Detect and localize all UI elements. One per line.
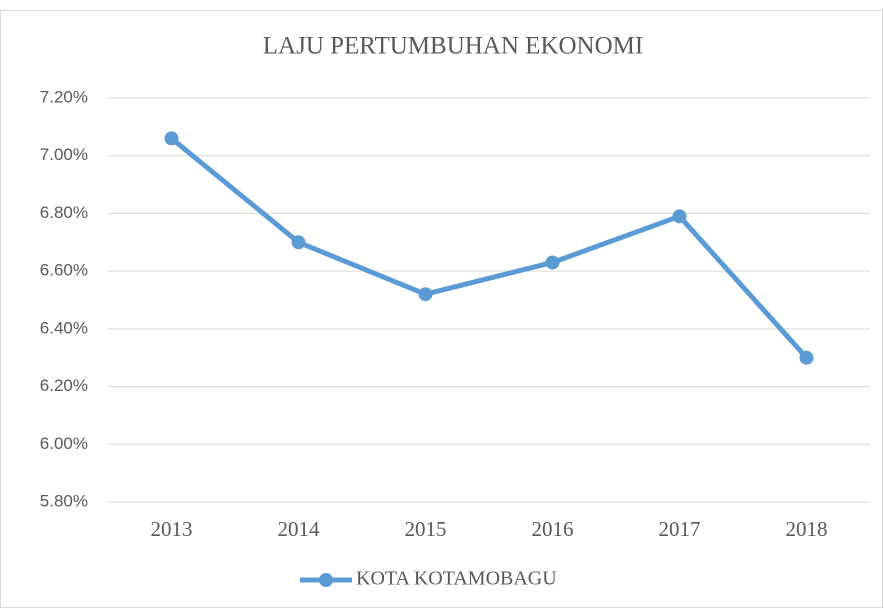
y-tick-label: 6.00%: [40, 434, 88, 453]
data-point: [291, 235, 306, 250]
legend-marker: [319, 573, 333, 587]
x-tick-label: 2017: [659, 517, 701, 541]
x-tick-label: 2014: [278, 517, 321, 541]
series-line: [169, 136, 809, 360]
y-tick-label: 5.80%: [40, 491, 88, 510]
x-tick-label: 2015: [405, 517, 447, 541]
data-point: [799, 350, 814, 365]
y-tick-label: 7.00%: [40, 145, 88, 164]
data-point: [545, 255, 560, 270]
y-tick-label: 6.40%: [40, 318, 88, 337]
x-tick-label: 2018: [786, 517, 828, 541]
x-tick-label: 2013: [151, 517, 193, 541]
data-point: [672, 209, 687, 224]
chart-title: LAJU PERTUMBUHAN EKONOMI: [263, 33, 643, 60]
data-point: [418, 287, 433, 302]
y-tick-label: 7.20%: [40, 87, 88, 106]
y-tick-label: 6.60%: [40, 261, 88, 280]
x-tick-label: 2016: [532, 517, 574, 541]
legend-label: KOTA KOTAMOBAGU: [356, 568, 557, 590]
data-point: [164, 131, 179, 146]
chart-border: [0, 10, 883, 608]
y-tick-label: 6.80%: [40, 203, 88, 222]
y-tick-label: 6.20%: [40, 376, 88, 395]
